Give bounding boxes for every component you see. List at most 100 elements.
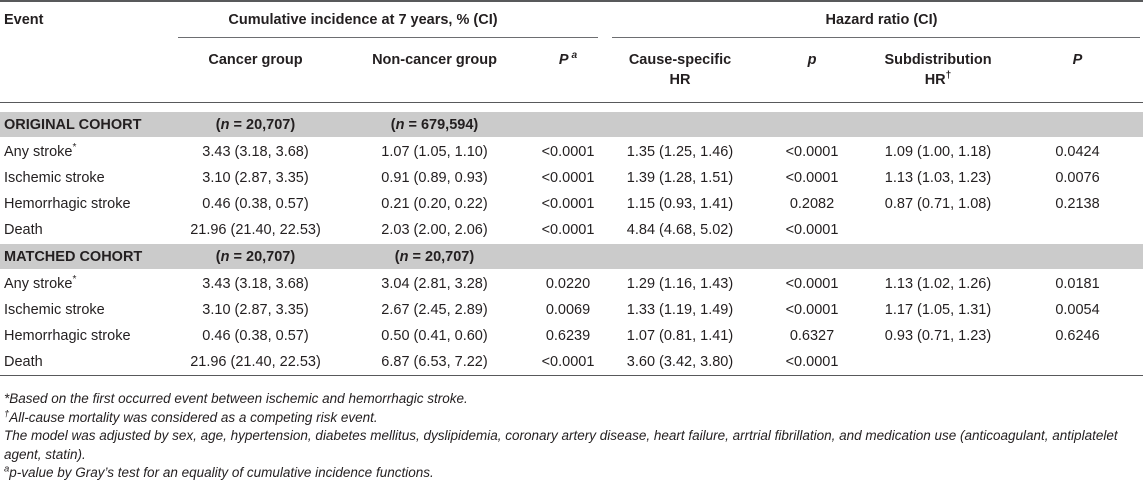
hazard-ratio-label: Hazard ratio (CI) [825,12,938,28]
subdistribution-hr-cell: 1.13 (1.03, 1.23) [884,170,992,186]
table-top-rule [0,0,1143,2]
non-cancer-incidence-cell: 0.50 (0.41, 0.60) [381,328,488,344]
subdistribution-hr-cell: 1.13 (1.02, 1.26) [884,276,992,292]
n-value: = 20,707) [229,248,296,265]
subdistribution-p-cell: 0.2138 [1055,196,1100,212]
subdistribution-p-cell: 0.0054 [1055,302,1100,318]
cause-specific-hr-cell: 1.35 (1.25, 1.46) [626,144,734,160]
cause-specific-hr-cell: 3.60 (3.42, 3.80) [626,354,734,370]
subdistribution-p-cell: 0.0181 [1055,276,1100,292]
table-row: Any stroke* 3.43 (3.18, 3.68) 3.04 (2.81… [0,271,1143,297]
footnote-text: All-cause mortality was considered as a … [9,409,378,425]
cause-specific-hr-header: Cause-specific HR [600,38,760,90]
subdistribution-hr-cell: 0.87 (0.71, 1.08) [884,196,992,212]
results-table: Event Cumulative incidence at 7 years, %… [0,0,1143,376]
cause-specific-p-header: p [807,52,817,68]
non-cancer-incidence-cell: 6.87 (6.53, 7.22) [381,354,488,370]
table-row: Death 21.96 (21.40, 22.53) 6.87 (6.53, 7… [0,349,1143,376]
event-footnote-marker: * [72,142,77,154]
n-open: ( [215,116,221,133]
non-cancer-incidence-cell: 0.91 (0.89, 0.93) [381,170,488,186]
non-cancer-group-header: Non-cancer group [372,52,497,68]
gray-test-footnote-marker: a [571,50,578,62]
gray-test-p-cell: 0.6239 [545,328,591,344]
n-open: ( [394,248,400,265]
cumulative-incidence-rule [178,37,598,38]
subdistribution-hr-cell: 0.93 (0.71, 1.23) [884,328,992,344]
cancer-incidence-cell: 0.46 (0.38, 0.57) [202,196,309,212]
non-cancer-incidence-cell: 1.07 (1.05, 1.10) [381,144,488,160]
dagger-marker: † [4,408,10,419]
cause-specific-hr-cell: 1.39 (1.28, 1.51) [626,170,734,186]
table-row: Ischemic stroke 3.10 (2.87, 3.35) 0.91 (… [0,165,1143,191]
footnote-model-adjustment: The model was adjusted by sex, age, hype… [4,428,1118,462]
subdistribution-footnote-marker: † [945,70,952,82]
cancer-group-n: (n = 20,707) [178,117,333,133]
n-variable: n [220,248,230,265]
cause-specific-p-cell: <0.0001 [785,222,839,238]
cause-specific-hr-label: Cause-specific HR [628,52,732,88]
event-column-header: Event [4,12,44,28]
table-row: Hemorrhagic stroke 0.46 (0.38, 0.57) 0.2… [0,191,1143,217]
gray-test-p-symbol: P [558,52,569,68]
n-variable: n [395,116,405,133]
cause-specific-p-cell: <0.0001 [785,170,839,186]
a-marker: a [4,463,10,475]
subdistribution-hr-wrap: Subdistribution HR† [879,50,997,90]
n-variable: n [220,116,230,133]
footnote-gray-test: ap-value by Gray’s test for an equality … [4,464,1143,483]
cumulative-incidence-label: Cumulative incidence at 7 years, % (CI) [228,12,498,28]
n-variable: n [399,248,409,265]
n-open: ( [390,116,396,133]
event-label: Any stroke [4,276,73,292]
cause-specific-hr-cell: 4.84 (4.68, 5.02) [626,222,734,238]
subdistribution-hr-cell: 1.09 (1.00, 1.18) [884,144,992,160]
footnote-competing-risk: †All-cause mortality was considered as a… [4,409,1143,428]
section-title: MATCHED COHORT [4,248,143,265]
n-value: = 679,594) [404,116,479,133]
event-cell: Ischemic stroke [4,170,105,186]
event-cell: Death [4,354,43,370]
gray-test-p-cell: <0.0001 [541,196,595,212]
cause-specific-hr-cell: 1.15 (0.93, 1.41) [626,196,734,212]
n-value: = 20,707) [408,248,475,265]
gray-test-p-cell: 0.0069 [545,302,591,318]
cancer-group-n: (n = 20,707) [178,249,333,265]
cancer-incidence-cell: 21.96 (21.40, 22.53) [190,354,321,370]
n-open: ( [215,248,221,265]
subdistribution-hr-cell: 1.17 (1.05, 1.31) [884,302,992,318]
event-cell: Hemorrhagic stroke [4,196,131,212]
cause-specific-p-cell: <0.0001 [785,354,839,370]
cancer-incidence-cell: 3.43 (3.18, 3.68) [202,276,309,292]
gray-test-p-cell: <0.0001 [541,354,595,370]
cancer-incidence-cell: 3.43 (3.18, 3.68) [202,144,309,160]
event-cell: Ischemic stroke [4,302,105,318]
event-cell: Death [4,222,43,238]
hazard-ratio-rule [612,37,1140,38]
event-cell: Any stroke* [0,142,178,160]
section-header-matched-cohort: MATCHED COHORT (n = 20,707) (n = 20,707) [0,244,1143,269]
cause-specific-p-cell: <0.0001 [785,276,839,292]
header-row-groups: Event Cumulative incidence at 7 years, %… [0,2,1143,38]
cause-specific-p-cell: <0.0001 [785,144,839,160]
cause-specific-p-cell: 0.2082 [789,196,835,212]
subdistribution-p-header: P [1072,52,1083,68]
cause-specific-p-cell: <0.0001 [785,302,839,318]
non-cancer-incidence-cell: 2.67 (2.45, 2.89) [381,302,488,318]
gray-test-p-cell: <0.0001 [541,144,595,160]
event-footnote-marker: * [72,274,77,286]
cause-specific-hr-cell: 1.33 (1.19, 1.49) [626,302,734,318]
non-cancer-incidence-cell: 3.04 (2.81, 3.28) [381,276,488,292]
table-row: Death 21.96 (21.40, 22.53) 2.03 (2.00, 2… [0,217,1143,243]
non-cancer-incidence-cell: 0.21 (0.20, 0.22) [381,196,488,212]
section-title: ORIGINAL COHORT [4,116,142,133]
subdistribution-p-cell: 0.0424 [1055,144,1100,160]
footnote-text: p-value by Gray’s test for an equality o… [9,465,434,480]
non-cancer-incidence-cell: 2.03 (2.00, 2.06) [381,222,488,238]
hazard-ratio-group-header: Hazard ratio (CI) [600,2,1143,38]
event-header-spacer [0,38,178,50]
cumulative-incidence-group-header: Cumulative incidence at 7 years, % (CI) [178,2,600,38]
cancer-incidence-cell: 3.10 (2.87, 3.35) [202,302,309,318]
non-cancer-group-n: (n = 20,707) [333,249,536,265]
